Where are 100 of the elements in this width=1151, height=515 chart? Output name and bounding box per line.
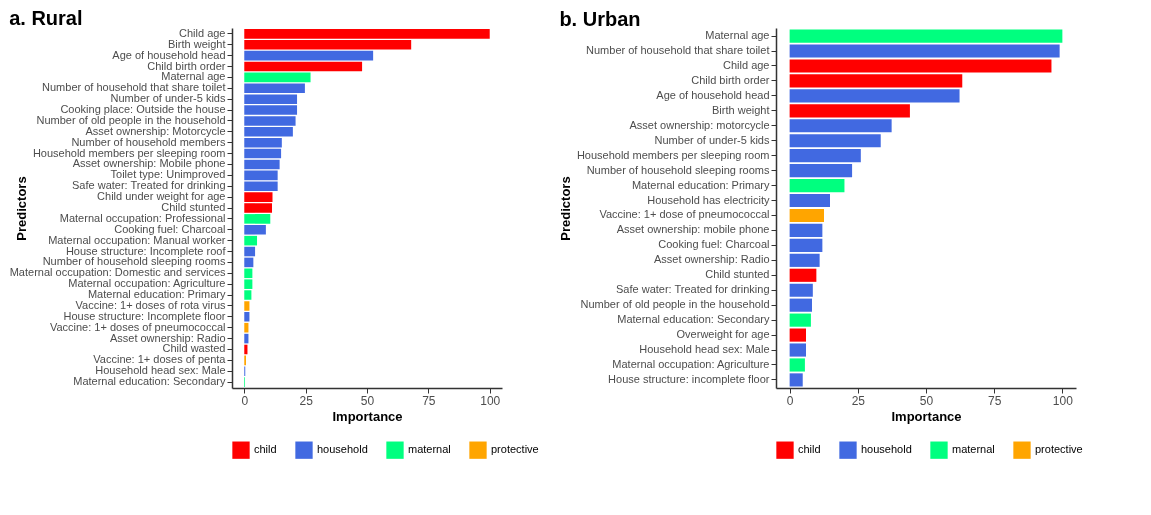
y-tick-label: Number of old people in the household: [580, 298, 770, 311]
bar: [789, 253, 820, 267]
bar: [244, 257, 254, 268]
bar: [789, 298, 812, 312]
y-tick-label: Number of under-5 kids: [654, 133, 770, 146]
y-tick-label: Safe water: Treated for drinking: [616, 283, 770, 296]
bar: [789, 268, 817, 282]
y-tick-label: Toilet type: Unimproved: [110, 168, 226, 181]
y-tick-label: Asset ownership: Radio: [109, 331, 226, 344]
text: a. Rural: [9, 7, 83, 30]
bar: [789, 373, 803, 387]
bar: [789, 89, 960, 103]
y-axis-title: Predictors: [13, 176, 29, 241]
y-tick-label: Household members per sleeping room: [32, 146, 226, 159]
y-tick-label: Cooking fuel: Charcoal: [658, 238, 770, 251]
y-tick-label: Child age: [179, 26, 226, 39]
y-tick-label: Number of household that share toilet: [42, 81, 226, 94]
y-tick-label: Maternal age: [705, 29, 770, 42]
y-tick-label: Safe water: Treated for drinking: [72, 179, 226, 192]
y-tick-label: Maternal occupation: Agriculture: [612, 357, 770, 370]
x-tick-label: 75: [988, 393, 1002, 408]
y-tick-label: Birth weight: [712, 103, 770, 116]
x-tick-label: 25: [851, 393, 866, 408]
y-tick-label: Maternal occupation: Agriculture: [68, 277, 226, 290]
y-tick-label: Maternal education: Primary: [87, 288, 226, 301]
bar: [244, 224, 266, 235]
bar: [789, 29, 1063, 43]
legend-label: maternal: [952, 443, 995, 456]
legend-label: child: [798, 443, 821, 456]
y-tick-label: Child stunted: [161, 201, 226, 213]
y-tick-label: Cooking place: Outside the house: [60, 103, 226, 116]
y-tick-label: Asset ownership: Radio: [653, 253, 770, 266]
x-axis-title: Importance: [891, 408, 962, 424]
y-tick-label: Child wasted: [162, 342, 226, 355]
bar: [789, 104, 910, 118]
y-tick-label: Age of household head: [656, 88, 770, 101]
y-tick-label: Maternal age: [161, 70, 226, 83]
legend-label: protective: [491, 443, 539, 456]
bar: [244, 61, 363, 72]
bar: [244, 148, 282, 159]
bar: [244, 159, 280, 170]
y-tick-label: Child stunted: [705, 268, 770, 281]
bar: [244, 312, 250, 322]
bar: [789, 208, 824, 223]
bar: [789, 119, 892, 133]
y-tick-label: Vaccine: 1+ doses of penta: [93, 353, 227, 366]
x-tick-label: 0: [786, 393, 794, 408]
y-tick-label: Household head sex: Male: [639, 343, 770, 356]
y-tick-label: Household has electricity: [647, 193, 770, 206]
bar: [789, 313, 811, 327]
bar: [789, 149, 861, 163]
bar: [244, 333, 249, 344]
y-tick-label: Asset ownership: mobile phone: [616, 223, 770, 236]
x-tick-label: 50: [360, 393, 375, 408]
y-tick-label: Maternal occupation: Professional: [59, 211, 226, 224]
bar: [244, 235, 258, 246]
bar: [789, 179, 845, 193]
legend-label: household: [317, 443, 368, 456]
y-tick-label: House structure: incomplete floor: [608, 372, 770, 385]
text: b. Urban: [559, 8, 641, 30]
bar: [789, 343, 806, 357]
y-tick-label: Child age: [723, 58, 770, 71]
bar: [789, 358, 805, 372]
x-tick-label: 0: [241, 393, 249, 408]
x-tick-label: 25: [299, 393, 314, 408]
legend-label: child: [254, 443, 277, 456]
bar: [789, 223, 823, 237]
y-tick-label: House structure: Incomplete floor: [63, 309, 226, 322]
bar: [789, 328, 806, 342]
x-tick-label: 75: [422, 393, 436, 408]
bar: [244, 301, 250, 311]
bar: [244, 50, 374, 61]
y-tick-label: Maternal occupation: Domestic and services: [9, 266, 226, 279]
y-tick-label: Household members per sleeping room: [576, 148, 770, 161]
y-tick-label: Child under weight for age: [97, 190, 226, 203]
y-tick-label: Child birth order: [691, 73, 770, 86]
x-tick-label: 50: [919, 393, 934, 408]
bar: [244, 322, 249, 333]
y-tick-label: Number of household sleeping rooms: [586, 163, 770, 176]
legend-label: household: [861, 443, 912, 456]
bar: [789, 283, 813, 297]
y-tick-label: Child birth order: [147, 59, 226, 72]
bar: [789, 44, 1060, 58]
bar: [244, 246, 256, 257]
bar: [244, 214, 271, 224]
bar: [789, 164, 853, 178]
legend-label: protective: [1035, 443, 1083, 456]
x-axis-title: Importance: [332, 408, 403, 424]
x-tick-label: 100: [480, 393, 501, 408]
y-tick-label: Asset ownership: motorcycle: [629, 118, 770, 131]
y-tick-label: Maternal education: Primary: [631, 178, 770, 191]
x-tick-label: 100: [1052, 393, 1074, 408]
bar: [789, 193, 830, 208]
y-tick-label: Vaccine: 1+ dose of pneumococcal: [599, 208, 770, 221]
y-tick-label: Number of household that share toilet: [586, 44, 770, 57]
y-tick-label: Number of household sleeping rooms: [42, 255, 226, 268]
bar: [789, 134, 881, 148]
bar: [244, 72, 311, 83]
y-tick-label: Number of under-5 kids: [110, 92, 226, 105]
legend-label: maternal: [408, 443, 451, 456]
